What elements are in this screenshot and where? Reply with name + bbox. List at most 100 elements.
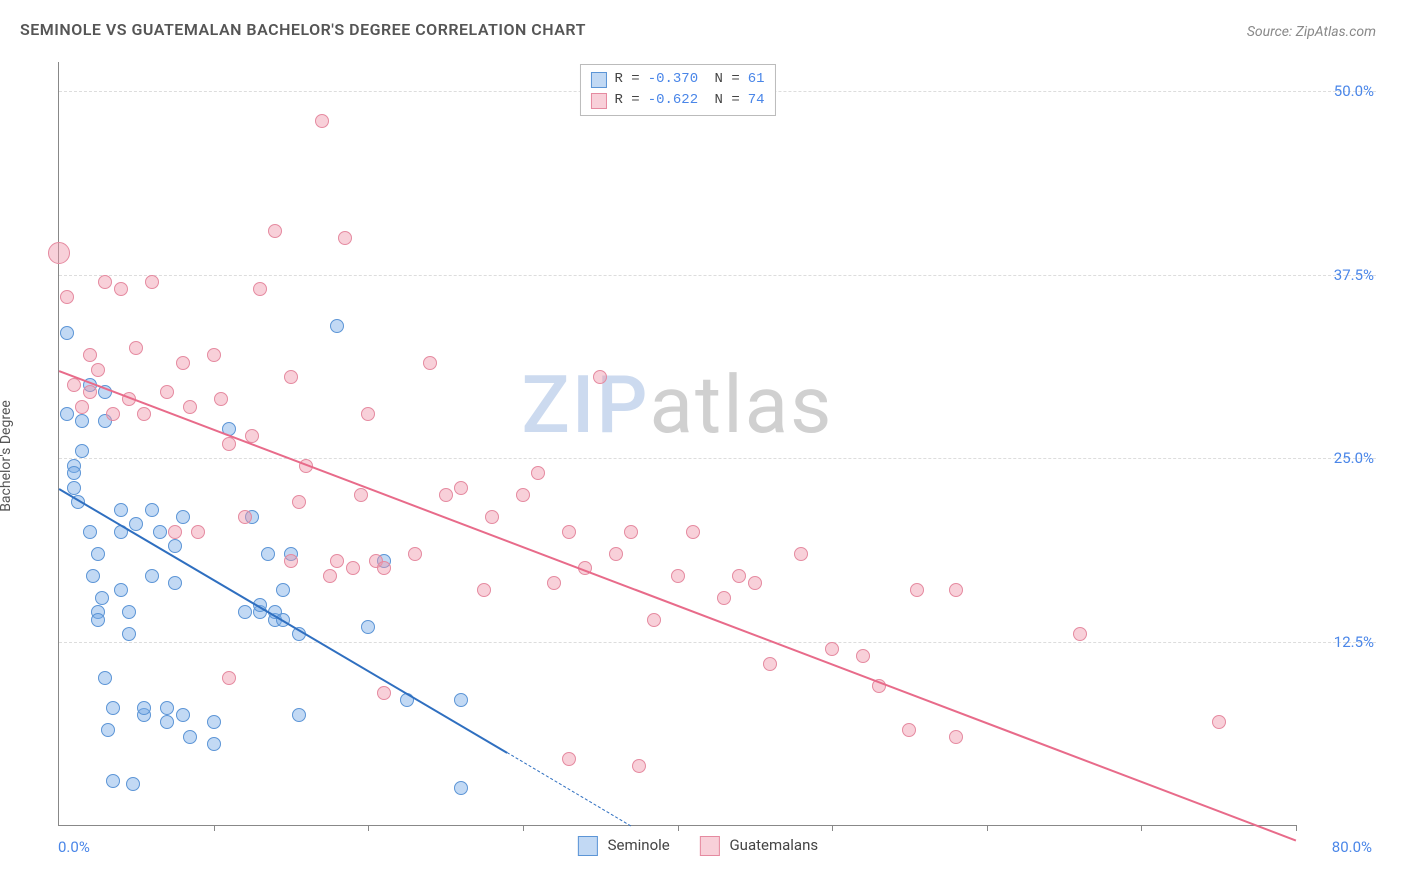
data-point [75,400,89,414]
data-point [238,510,252,524]
x-tick [523,825,524,831]
data-point [122,605,136,619]
y-tick-label: 50.0% [1334,82,1374,100]
data-point [717,591,731,605]
data-point [647,613,661,627]
data-point [856,649,870,663]
data-point [60,407,74,421]
data-point [207,715,221,729]
data-point [516,488,530,502]
data-point [129,341,143,355]
data-point [910,583,924,597]
data-point [284,370,298,384]
legend-swatch [700,836,720,856]
data-point [261,547,275,561]
data-point [191,525,205,539]
stats-legend: R = -0.370 N = 61 R = -0.622 N = 74 [579,64,775,116]
data-point [268,224,282,238]
x-tick [214,825,215,831]
data-point [902,723,916,737]
x-tick [368,825,369,831]
stats-row: R = -0.622 N = 74 [590,90,764,111]
data-point [354,488,368,502]
data-point [91,613,105,627]
stat-r-label: R = [614,69,639,90]
data-point [176,356,190,370]
stat-n-label: N = [706,90,740,111]
data-point [176,708,190,722]
data-point [126,777,140,791]
x-tick [832,825,833,831]
data-point [176,510,190,524]
data-point [222,671,236,685]
data-point [153,525,167,539]
data-point [1212,715,1226,729]
legend-item: Seminole [578,836,670,856]
data-point [114,282,128,296]
data-point [129,517,143,531]
data-point [292,708,306,722]
data-point [168,576,182,590]
legend-item: Guatemalans [700,836,818,856]
data-point [276,583,290,597]
data-point [238,605,252,619]
stat-n-value: 61 [748,69,765,90]
data-point [83,348,97,362]
chart-container: Bachelor's Degree ZIPatlas R = -0.370 N … [20,50,1376,862]
data-point [83,385,97,399]
data-point [137,407,151,421]
data-point [1073,627,1087,641]
data-point [67,481,81,495]
data-point [145,503,159,517]
data-point [160,715,174,729]
data-point [439,488,453,502]
data-point [168,539,182,553]
data-point [732,569,746,583]
data-point [98,671,112,685]
data-point [531,466,545,480]
data-point [794,547,808,561]
gridline [59,642,1376,643]
data-point [122,627,136,641]
watermark-part1: ZIP [522,358,650,452]
data-point [477,583,491,597]
data-point [338,231,352,245]
stat-r-value: -0.370 [648,69,698,90]
bottom-legend: Seminole Guatemalans [578,836,818,856]
data-point [763,657,777,671]
chart-title: SEMINOLE VS GUATEMALAN BACHELOR'S DEGREE… [20,20,586,39]
data-point [106,774,120,788]
legend-label: Guatemalans [729,836,818,854]
data-point [83,525,97,539]
stat-n-label: N = [706,69,740,90]
data-point [593,370,607,384]
data-point [825,642,839,656]
data-point [168,525,182,539]
data-point [361,620,375,634]
data-point [323,569,337,583]
data-point [114,583,128,597]
plot-area: ZIPatlas R = -0.370 N = 61 R = -0.622 N … [58,62,1296,826]
gridline [59,275,1376,276]
data-point [624,525,638,539]
data-point [183,730,197,744]
data-point [454,693,468,707]
y-tick-label: 25.0% [1334,449,1374,467]
data-point [98,275,112,289]
data-point [292,495,306,509]
data-point [562,525,576,539]
x-axis-end-label: 80.0% [1332,838,1372,856]
data-point [253,282,267,296]
x-tick [987,825,988,831]
data-point [632,759,646,773]
data-point [91,547,105,561]
stat-r-value: -0.622 [648,90,698,111]
data-point [101,723,115,737]
data-point [377,686,391,700]
data-point [485,510,499,524]
watermark: ZIPatlas [522,358,834,452]
data-point [949,583,963,597]
data-point [160,385,174,399]
data-point [48,242,70,264]
y-tick-label: 12.5% [1334,633,1374,651]
